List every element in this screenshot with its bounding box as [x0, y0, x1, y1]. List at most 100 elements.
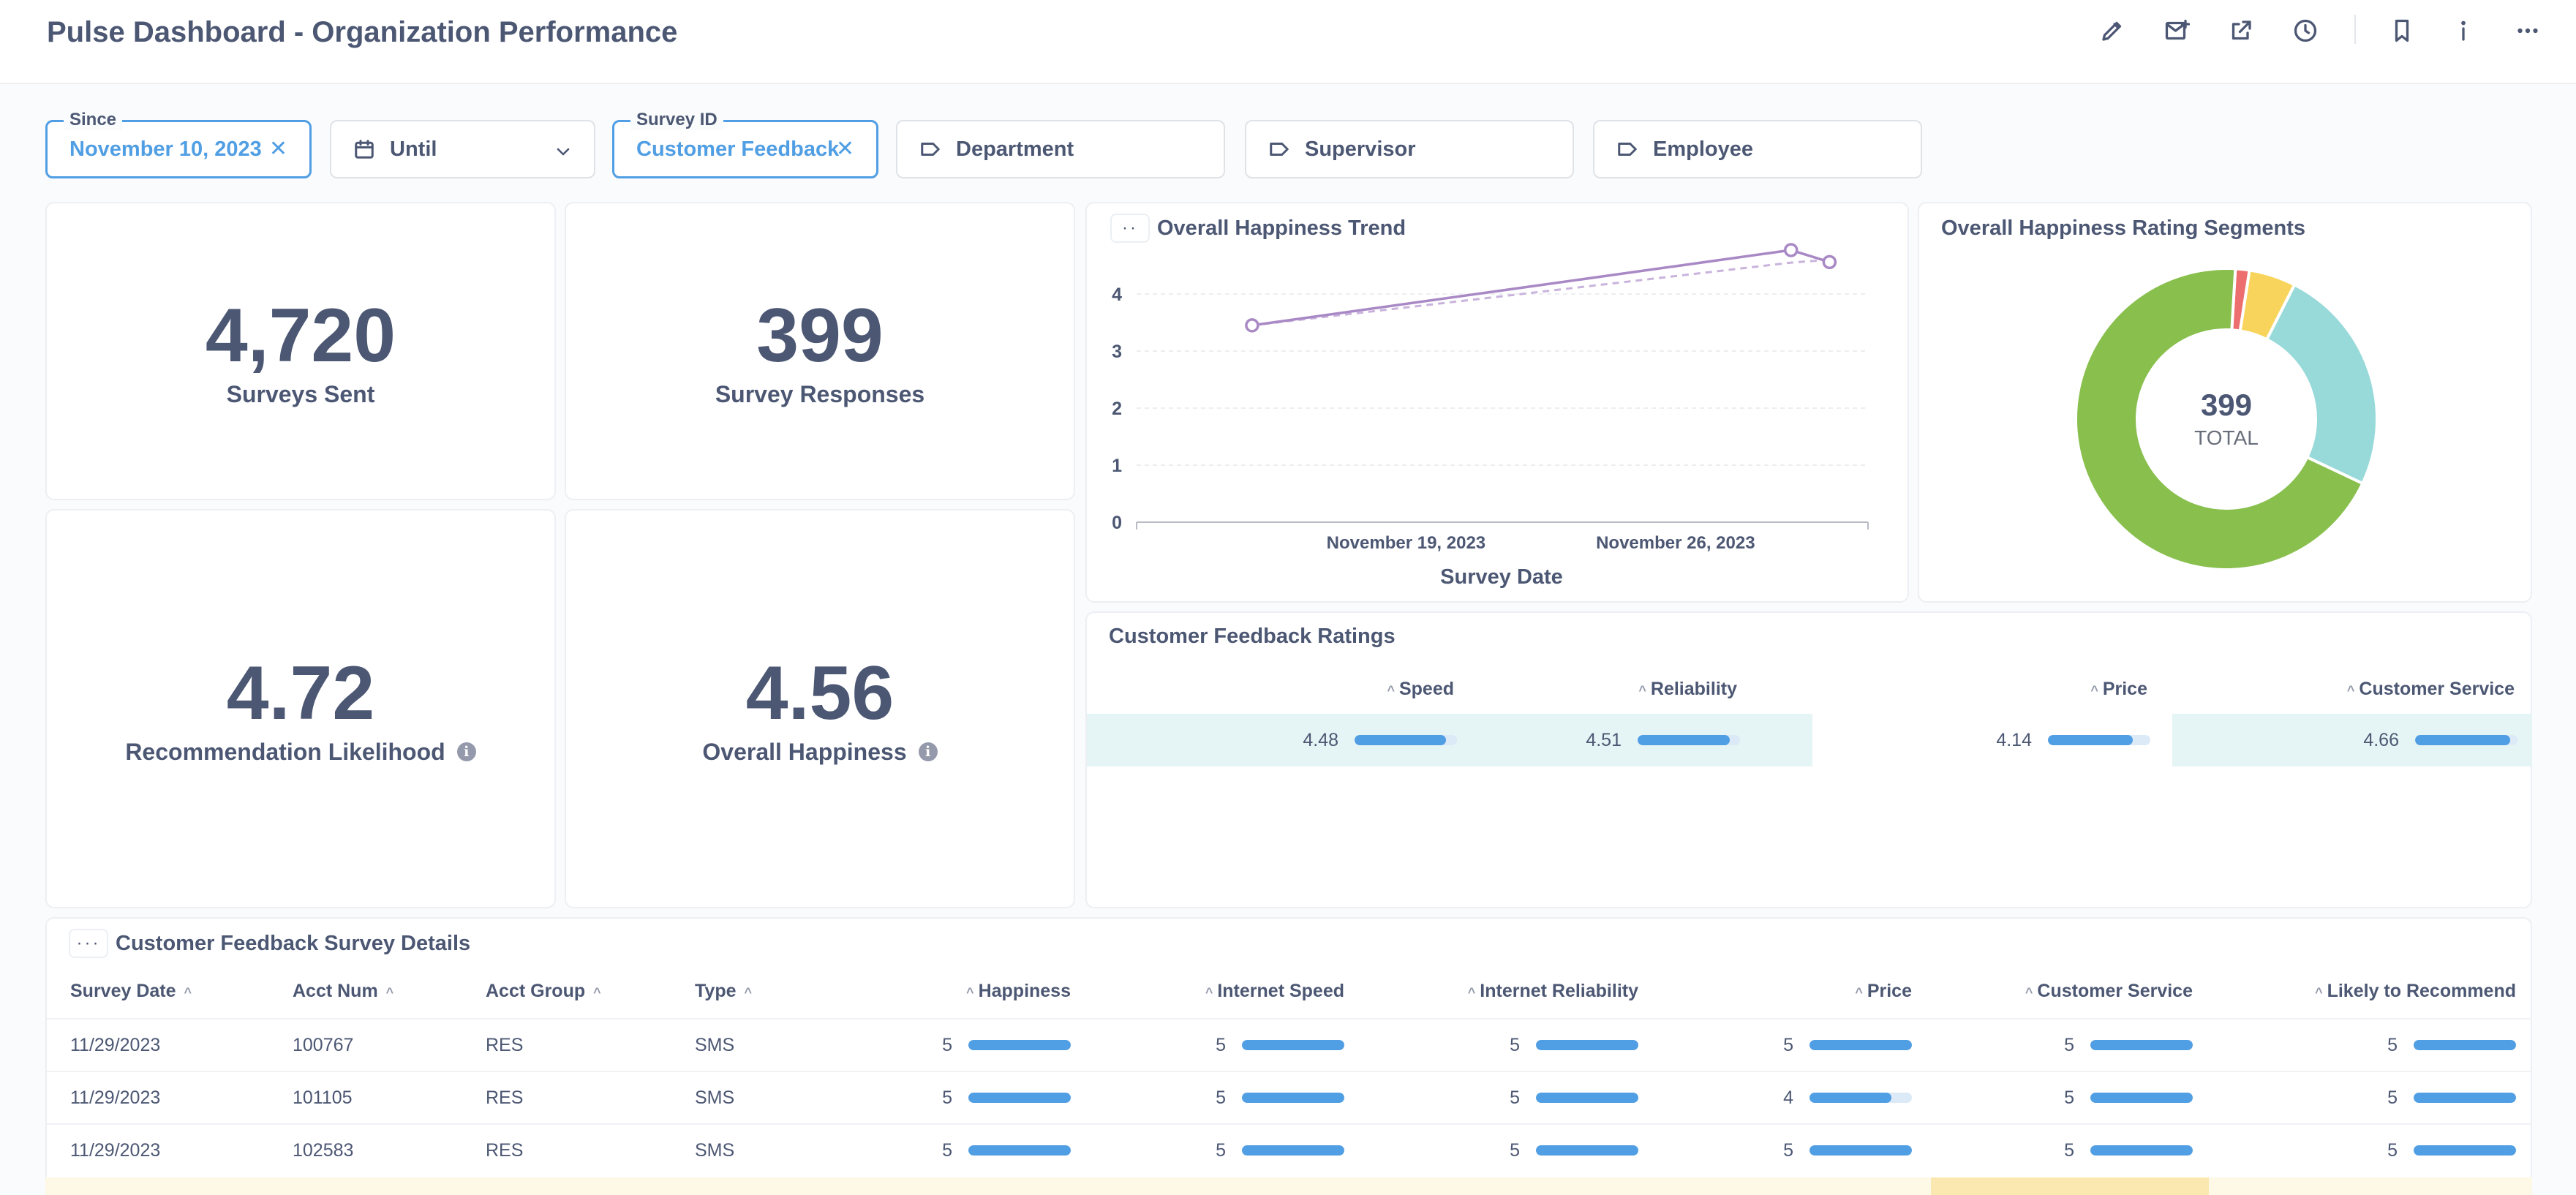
- value-bar: [2414, 1040, 2516, 1050]
- value-bar: [968, 1040, 1071, 1050]
- rating-segments-card: Overall Happiness Rating Segments 399 TO…: [1918, 202, 2532, 603]
- col-header-internet-reliability[interactable]: ^ Internet Reliability: [1467, 981, 1638, 1001]
- value-bar: [1809, 1093, 1912, 1103]
- recommendation-card[interactable]: 4.72 Recommendation Likelihood i: [45, 509, 556, 908]
- value-bar: [2090, 1040, 2193, 1050]
- table-cell-survey-date: 11/29/2023: [70, 1087, 161, 1108]
- supervisor-filter[interactable]: Supervisor: [1245, 120, 1574, 178]
- share-icon[interactable]: [2221, 10, 2261, 51]
- donut-slice[interactable]: [2074, 267, 2365, 571]
- value-bar: [1242, 1093, 1344, 1103]
- department-filter-label: Department: [956, 137, 1074, 161]
- table-cell-type: SMS: [695, 1087, 735, 1108]
- rating-segments-chart: 399 TOTAL: [2074, 267, 2379, 571]
- happiness-trend-title: Overall Happiness Trend: [1157, 216, 1406, 240]
- since-filter-label: Since: [64, 110, 123, 130]
- col-header-price[interactable]: ^ Price: [1855, 981, 1912, 1001]
- value-bar: [1536, 1093, 1638, 1103]
- col-header-price[interactable]: ^ Price: [2090, 679, 2147, 699]
- table-row[interactable]: 11/29/2023 102583 RES SMS 5 5 5 5 5 5: [47, 1123, 2532, 1176]
- sort-caret-icon: ^: [1467, 985, 1476, 1000]
- rating-price: 4.14: [1996, 714, 2150, 766]
- survey-responses-card[interactable]: 399 Survey Responses: [565, 202, 1075, 500]
- overall-happiness-card[interactable]: 4.56 Overall Happiness i: [565, 509, 1075, 908]
- table-cell-survey-date: 11/29/2023: [70, 1034, 161, 1055]
- overall-happiness-label-row: Overall Happiness i: [702, 739, 938, 766]
- happiness-trend-chart: 0 1 2 3 4 November 19, 2023 November 26, 2023…: [1112, 243, 1869, 589]
- table-row[interactable]: 11/29/2023 100767 RES SMS 5 5 5 5 5 5: [47, 1018, 2532, 1071]
- col-header-acct-group[interactable]: Acct Group ^: [486, 981, 601, 1001]
- table-cell-type: SMS: [695, 1034, 735, 1055]
- table-cell-acct-group: RES: [486, 1034, 524, 1055]
- history-icon[interactable]: [2285, 10, 2326, 51]
- survey-id-clear-icon[interactable]: ✕: [835, 137, 854, 161]
- y-tick-label: 0: [1112, 513, 1122, 533]
- table-cell-acct-num: 100767: [293, 1034, 354, 1055]
- col-header-likely-to-recommend[interactable]: ^ Likely to Recommend: [2315, 981, 2516, 1001]
- more-icon[interactable]: ···: [69, 929, 108, 958]
- table-cell-acct-group: RES: [486, 1139, 524, 1161]
- col-header-speed[interactable]: ^ Speed: [1387, 679, 1454, 699]
- info-icon[interactable]: [2443, 10, 2484, 51]
- col-header-happiness[interactable]: ^ Happiness: [966, 981, 1071, 1001]
- table-cell-price: 5: [1783, 1125, 1912, 1176]
- until-filter[interactable]: Until: [330, 120, 595, 178]
- employee-filter[interactable]: Employee: [1593, 120, 1922, 178]
- footer-row-highlight: [1931, 1177, 2209, 1195]
- trend-line-dashed: [1251, 258, 1830, 327]
- supervisor-filter-label: Supervisor: [1305, 137, 1416, 161]
- table-cell-acct-group: RES: [486, 1087, 524, 1108]
- value-bar: [1809, 1145, 1912, 1156]
- feedback-ratings-card: Customer Feedback Ratings ^ Speed ^ Reliab…: [1085, 611, 2532, 908]
- tag-icon: [919, 138, 941, 160]
- table-cell-happiness: 5: [942, 1019, 1071, 1071]
- survey-id-filter-value: Customer Feedback: [636, 137, 840, 161]
- info-icon[interactable]: i: [456, 742, 476, 762]
- table-cell-price: 5: [1783, 1019, 1912, 1071]
- recommendation-label: Recommendation Likelihood: [125, 738, 445, 765]
- col-header-reliability[interactable]: ^ Reliability: [1638, 679, 1737, 699]
- x-tick-label: November 26, 2023: [1596, 533, 1755, 553]
- value-bar: [968, 1093, 1071, 1103]
- data-point[interactable]: [1822, 255, 1837, 270]
- col-header-customer-service[interactable]: ^ Customer Service: [2025, 981, 2193, 1001]
- since-clear-icon[interactable]: ✕: [268, 137, 287, 161]
- col-header-survey-date[interactable]: Survey Date ^: [70, 981, 192, 1001]
- y-tick-label: 1: [1112, 456, 1122, 476]
- table-cell-acct-num: 101105: [293, 1087, 353, 1108]
- data-point[interactable]: [1245, 318, 1259, 333]
- bookmark-icon[interactable]: [2381, 10, 2422, 51]
- since-filter[interactable]: Since November 10, 2023 ✕: [45, 110, 312, 178]
- value-bar: [2090, 1093, 2193, 1103]
- pencil-icon[interactable]: [2092, 10, 2133, 51]
- value-bar: [968, 1145, 1071, 1156]
- info-icon[interactable]: i: [918, 742, 938, 762]
- table-cell-type: SMS: [695, 1139, 735, 1161]
- table-cell-likely-to-recommend: 5: [2387, 1019, 2516, 1071]
- donut-slice[interactable]: [2264, 282, 2379, 486]
- sort-caret-icon: ^: [2025, 985, 2033, 1000]
- surveys-sent-card[interactable]: 4,720 Surveys Sent: [45, 202, 556, 500]
- table-cell-happiness: 5: [942, 1072, 1071, 1123]
- survey-id-filter[interactable]: Survey ID Customer Feedback ✕: [612, 110, 878, 178]
- value-bar: [2414, 1093, 2516, 1103]
- data-point[interactable]: [1783, 243, 1799, 257]
- value-bar: [2090, 1145, 2193, 1156]
- more-icon[interactable]: ··: [1110, 214, 1150, 243]
- value-bar: [2414, 1145, 2516, 1156]
- rating-customer-service: 4.66: [2363, 714, 2517, 766]
- sort-caret-icon: ^: [744, 985, 752, 1000]
- subscription-icon[interactable]: [2156, 10, 2197, 51]
- col-header-acct-num[interactable]: Acct Num ^: [293, 981, 394, 1001]
- since-filter-value: November 10, 2023: [69, 137, 262, 161]
- col-header-internet-speed[interactable]: ^ Internet Speed: [1205, 981, 1344, 1001]
- more-icon[interactable]: [2507, 10, 2548, 51]
- feedback-ratings-title: Customer Feedback Ratings: [1109, 625, 1396, 648]
- table-cell-acct-num: 102583: [293, 1139, 354, 1161]
- rating-speed: 4.48: [1303, 714, 1457, 766]
- table-row[interactable]: 11/29/2023 101105 RES SMS 5 5 5 4 5 5: [47, 1071, 2532, 1123]
- department-filter[interactable]: Department: [896, 120, 1225, 178]
- col-header-customer-service[interactable]: ^ Customer Service: [2346, 679, 2515, 699]
- col-header-type[interactable]: Type ^: [695, 981, 752, 1001]
- table-cell-internet-speed: 5: [1216, 1125, 1344, 1176]
